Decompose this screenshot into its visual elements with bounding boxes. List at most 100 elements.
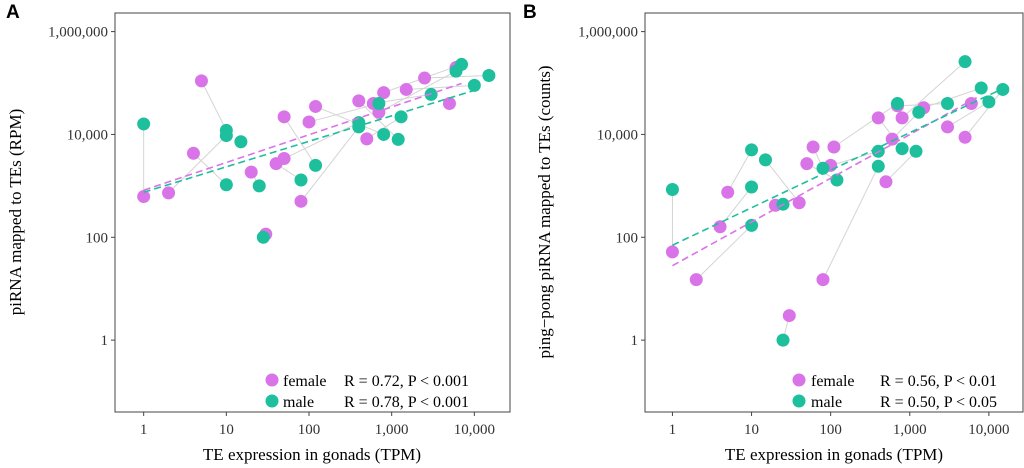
panel-a-female-point-18 — [418, 71, 432, 85]
panel-a-y-tick-label-1: 100 — [86, 230, 109, 246]
panel-b-male-point-9 — [871, 159, 885, 173]
panel-b-x-tick-label-2: 100 — [819, 422, 842, 438]
panel-a-female-point-10 — [302, 115, 316, 129]
panel-a-female-point-12 — [352, 94, 366, 108]
panel-a-male-point-4 — [234, 135, 248, 149]
panel-a-legend-female-stat: R = 0.72, P < 0.001 — [344, 373, 469, 390]
panel-a-label: A — [6, 2, 20, 23]
panel-a-ticks: 1 10 100 1,000 10,000 1 100 10,000 1,000,000 — [48, 25, 495, 438]
panel-b-male-point-12 — [895, 142, 909, 156]
panel-a-male-point-2 — [219, 129, 233, 143]
panel-a-connector-11 — [315, 106, 384, 135]
panel-b-x-tick-label-1: 10 — [744, 422, 759, 438]
panel-b-connector-16 — [901, 61, 966, 119]
panel-a-legend-male-stat: R = 0.78, P < 0.001 — [344, 394, 469, 411]
panel-a-female-point-8 — [277, 152, 291, 166]
panel-b-male-point-2 — [745, 180, 759, 194]
panel-b-x-tick-label-3: 1,000 — [893, 422, 927, 438]
panel-b-connector-11 — [833, 103, 898, 148]
panel-b-female-point-8 — [806, 140, 820, 154]
panel-b-legend-female-stat: R = 0.56, P < 0.01 — [880, 373, 997, 390]
panel-b-points — [665, 55, 1010, 347]
panel-a-connector-15 — [378, 70, 457, 113]
panel-a-male-point-12 — [377, 127, 391, 141]
panel-b-male-point-14 — [912, 105, 926, 119]
panel-a-connector-13 — [366, 116, 402, 140]
panel-b-x-tick-label-4: 10,000 — [968, 422, 1009, 438]
panel-a-connector-9 — [300, 126, 360, 202]
panel-b-legend: female R = 0.56, P < 0.01 male R = 0.50,… — [792, 373, 997, 411]
panel-b: B 1 10 100 1,000 10,000 1 100 10,000 1,000,000 f… — [523, 2, 1024, 464]
panel-a-female-point-16 — [377, 86, 391, 100]
panel-b-male-point-13 — [909, 144, 923, 158]
panel-a-y-tick-label-2: 10,000 — [67, 127, 108, 143]
panel-b-male-point-8 — [830, 173, 844, 187]
panel-b-legend-male-stat: R = 0.50, P < 0.05 — [880, 394, 997, 411]
panel-b-female-point-11 — [827, 140, 841, 154]
panel-b-y-tick-label-0: 1 — [631, 333, 639, 349]
panel-b-female-point-19 — [958, 130, 972, 144]
panel-a: A 1 10 100 1,000 10,000 1 100 10,000 1,000,000 f… — [6, 2, 511, 464]
panel-a-y-tick-label-3: 1,000,000 — [48, 25, 108, 41]
panel-a-connector-8 — [283, 122, 359, 159]
panel-b-male-point-6 — [776, 333, 790, 347]
panel-a-connector-3 — [201, 80, 227, 131]
panel-a-female-point-7 — [277, 110, 291, 124]
panel-a-male-point-11 — [372, 96, 386, 110]
panel-a-fit-lines — [143, 82, 475, 194]
panel-b-male-point-4 — [758, 153, 772, 167]
panel-a-x-tick-label-1: 10 — [219, 422, 234, 438]
panel-a-x-axis-title: TE expression in gonads (TPM) — [203, 445, 421, 464]
panel-a-male-fit-line — [143, 89, 475, 194]
panel-a-male-point-7 — [294, 173, 308, 187]
panel-b-female-point-9 — [816, 273, 830, 287]
panel-a-x-tick-label-0: 1 — [140, 422, 148, 438]
panel-a-connector-17 — [406, 84, 475, 90]
panel-b-female-point-6 — [792, 196, 806, 210]
panel-b-connector-6 — [765, 159, 800, 204]
panel-b-female-point-7 — [800, 157, 814, 171]
panel-a-female-point-13 — [360, 132, 374, 146]
panel-a-female-fit-line — [143, 82, 462, 192]
panel-b-connector-18 — [947, 101, 990, 128]
panel-a-male-point-8 — [309, 158, 323, 172]
panel-b-female-point-12 — [871, 111, 885, 125]
panel-a-female-point-2 — [186, 146, 200, 160]
panel-a-male-point-17 — [455, 57, 469, 71]
panel-a-female-point-19 — [442, 96, 456, 110]
panel-a-male-point-3 — [219, 178, 233, 192]
panel-b-legend-female-label: female — [811, 373, 855, 390]
panel-b-legend-male-label: male — [811, 394, 842, 411]
panel-a-x-tick-label-4: 10,000 — [454, 422, 495, 438]
panel-a-male-point-0 — [137, 117, 151, 131]
panel-b-male-point-17 — [974, 81, 988, 95]
panel-b-female-point-13 — [879, 175, 893, 189]
panel-b-connector-17 — [923, 87, 982, 109]
panel-b-connector-9 — [822, 166, 879, 280]
panel-a-male-point-18 — [467, 78, 481, 92]
panel-a-female-point-0 — [137, 190, 151, 204]
panel-a-female-point-9 — [294, 194, 308, 208]
panel-b-female-point-2 — [713, 220, 727, 234]
panel-b-fit-lines — [672, 87, 1004, 267]
panel-a-y-axis-title: piRNA mapped to TEs (RPM) — [6, 109, 25, 316]
panel-b-connector-3 — [727, 149, 752, 193]
panel-b-male-point-18 — [982, 95, 996, 109]
panel-b-female-point-1 — [689, 273, 703, 287]
panel-a-connector-10 — [308, 102, 379, 123]
panel-b-label: B — [523, 2, 537, 23]
panel-a-male-point-19 — [482, 69, 496, 83]
panel-b-x-axis-title: TE expression in gonads (TPM) — [725, 445, 943, 464]
panel-a-legend-male-marker — [265, 394, 279, 408]
panel-b-y-tick-label-2: 10,000 — [597, 127, 638, 143]
panel-a-legend-female-label: female — [283, 373, 327, 390]
panel-b-connector-13 — [885, 150, 917, 183]
panel-a-x-tick-label-3: 1,000 — [375, 422, 409, 438]
panel-a-points — [137, 57, 496, 244]
panel-b-male-point-7 — [816, 161, 830, 175]
panel-b-plot-area — [644, 12, 1024, 413]
panel-a-x-tick-label-2: 100 — [298, 422, 321, 438]
panel-b-female-point-0 — [665, 245, 679, 259]
panel-a-plot-area — [114, 12, 511, 413]
panel-b-male-point-15 — [941, 96, 955, 110]
